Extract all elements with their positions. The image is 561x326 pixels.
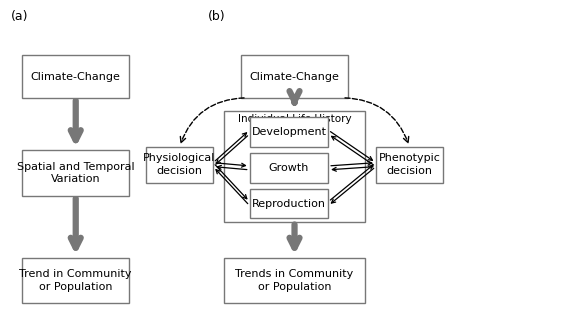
FancyBboxPatch shape: [241, 55, 348, 98]
Text: (a): (a): [11, 10, 29, 23]
Text: Climate-Change: Climate-Change: [250, 72, 339, 82]
Text: Trend in Community
or Population: Trend in Community or Population: [20, 269, 132, 291]
Text: Individual Life History: Individual Life History: [238, 114, 351, 124]
Text: (b): (b): [208, 10, 225, 23]
FancyBboxPatch shape: [376, 147, 443, 183]
FancyBboxPatch shape: [250, 117, 328, 147]
Text: Reproduction: Reproduction: [252, 199, 326, 209]
FancyArrowPatch shape: [345, 98, 409, 143]
FancyBboxPatch shape: [250, 153, 328, 183]
FancyBboxPatch shape: [250, 189, 328, 218]
Text: Phenotypic
decision: Phenotypic decision: [379, 154, 440, 176]
FancyBboxPatch shape: [22, 258, 129, 303]
FancyBboxPatch shape: [22, 55, 129, 98]
FancyBboxPatch shape: [22, 150, 129, 196]
Text: Physiological
decision: Physiological decision: [143, 154, 216, 176]
Text: Development: Development: [251, 127, 327, 137]
Text: Trends in Community
or Population: Trends in Community or Population: [236, 269, 353, 291]
FancyBboxPatch shape: [224, 258, 365, 303]
Text: Climate-Change: Climate-Change: [31, 72, 121, 82]
FancyBboxPatch shape: [146, 147, 213, 183]
Text: Growth: Growth: [269, 163, 309, 173]
Text: Spatial and Temporal
Variation: Spatial and Temporal Variation: [17, 162, 135, 184]
FancyBboxPatch shape: [224, 111, 365, 222]
FancyArrowPatch shape: [180, 98, 244, 143]
